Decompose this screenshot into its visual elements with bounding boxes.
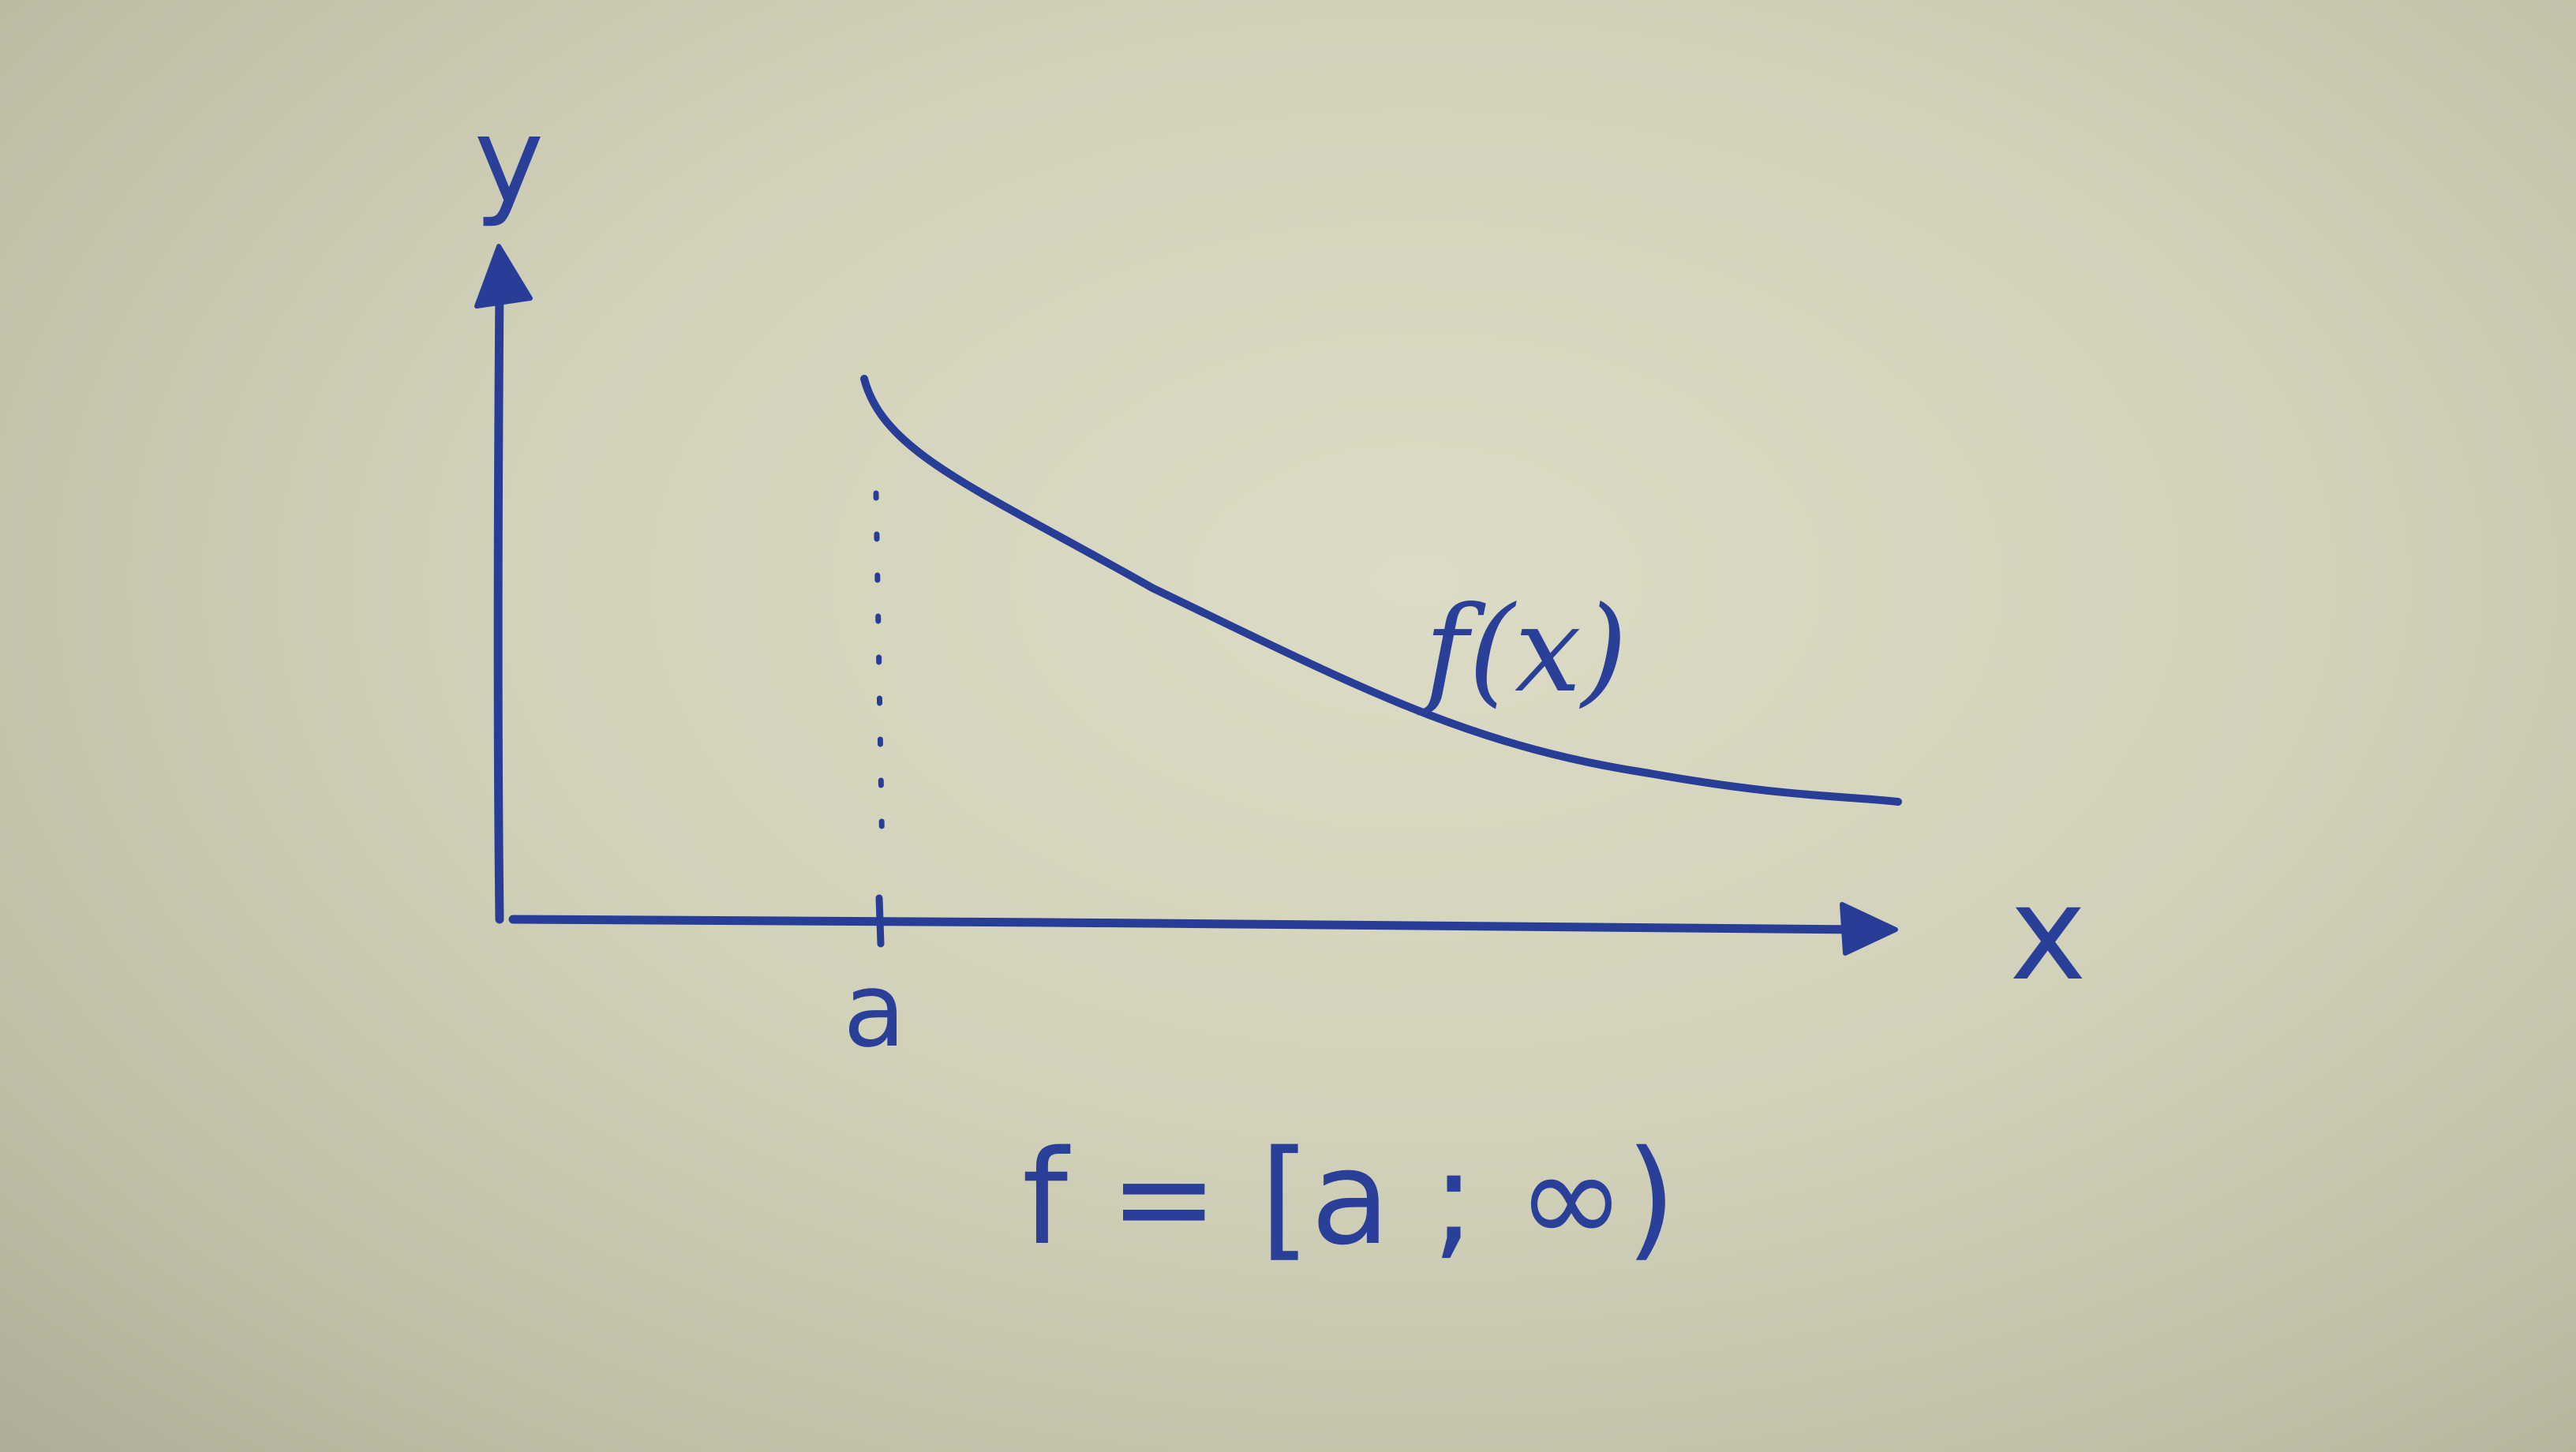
- y-axis-label: y: [474, 92, 545, 230]
- y-axis-arrowhead: [474, 244, 533, 309]
- x-axis-arrowhead: [1840, 902, 1898, 956]
- x-axis: [508, 915, 1867, 934]
- x-axis-label: x: [2009, 858, 2087, 1009]
- curve-f-x: [860, 375, 1902, 806]
- y-axis: [493, 279, 504, 924]
- tick-label-a: a: [843, 950, 906, 1070]
- dotted-guide-line: [873, 490, 886, 863]
- tick-a: [875, 894, 885, 948]
- curve-label: f(x): [1417, 582, 1627, 719]
- domain-formula: f = [a ; ∞): [1022, 1122, 1676, 1274]
